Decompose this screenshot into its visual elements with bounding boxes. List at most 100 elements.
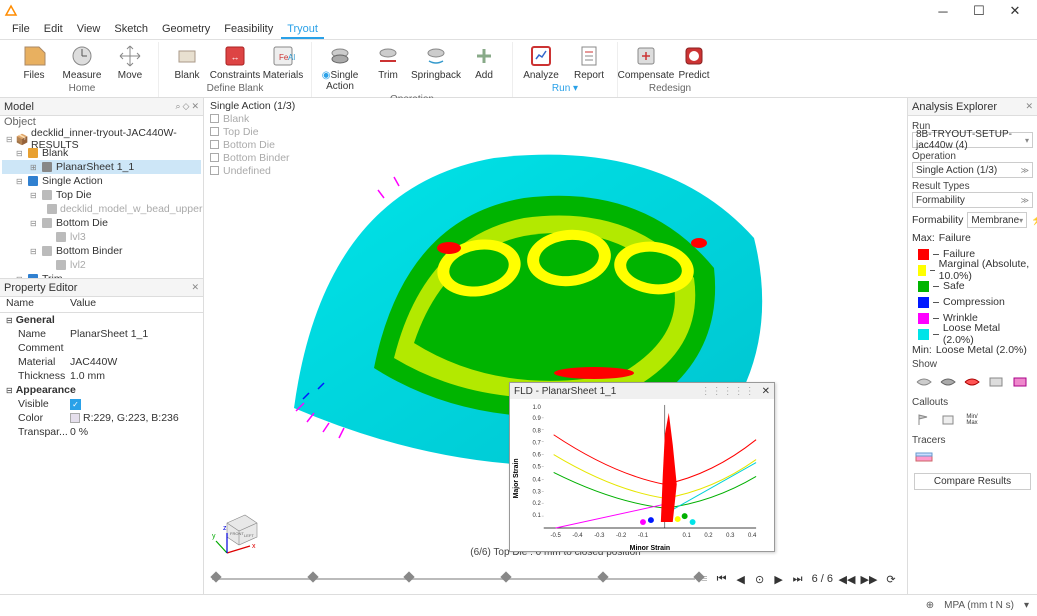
tree-node[interactable]: lvl2 bbox=[2, 258, 201, 272]
show-section-icon[interactable] bbox=[1010, 373, 1030, 391]
window-close-button[interactable]: ✕ bbox=[997, 0, 1033, 22]
move-icon bbox=[117, 43, 143, 69]
panel-options-icon[interactable]: ◇ bbox=[183, 101, 190, 112]
panel-close-icon[interactable]: ✕ bbox=[191, 101, 199, 112]
playback-faster-button[interactable]: ▶▶ bbox=[861, 571, 877, 587]
panel-close-icon[interactable]: ✕ bbox=[1025, 101, 1033, 112]
seek-keyframe[interactable] bbox=[597, 571, 608, 582]
fld-window[interactable]: FLD - PlanarSheet 1_1 ⋮⋮⋮⋮⋮ ✕ 0.10.20.3 bbox=[509, 382, 775, 552]
checkbox-icon[interactable] bbox=[210, 140, 219, 149]
playback-play-button[interactable]: ⊙ bbox=[752, 571, 768, 587]
tree-node[interactable]: ⊟Bottom Die bbox=[2, 216, 201, 230]
report-button[interactable]: Report bbox=[565, 42, 613, 82]
blank-label: Blank bbox=[174, 70, 199, 81]
move-button[interactable]: Move bbox=[106, 42, 154, 82]
tree-node[interactable]: ⊟Single Action bbox=[2, 174, 201, 188]
prop-row[interactable]: Comment bbox=[0, 341, 203, 355]
show-contour-icon[interactable] bbox=[938, 373, 958, 391]
callout-minmax-label[interactable]: Min/Max bbox=[962, 411, 982, 429]
seek-keyframe[interactable] bbox=[210, 571, 221, 582]
blank-button[interactable]: Blank bbox=[163, 42, 211, 82]
trim-icon bbox=[375, 43, 401, 69]
checkbox-icon[interactable] bbox=[210, 153, 219, 162]
property-editor-title: Property Editor bbox=[4, 282, 77, 294]
files-button[interactable]: Files bbox=[10, 42, 58, 82]
menu-geometry[interactable]: Geometry bbox=[156, 22, 216, 39]
tree-node[interactable]: lvl3 bbox=[2, 230, 201, 244]
formability-action-icon[interactable]: ⚡ bbox=[1031, 215, 1037, 226]
panel-search-icon[interactable]: ⌕ bbox=[175, 101, 180, 112]
predict-button[interactable]: Predict bbox=[670, 42, 718, 82]
seek-keyframe[interactable] bbox=[307, 571, 318, 582]
menu-edit[interactable]: Edit bbox=[38, 22, 69, 39]
checkbox-icon[interactable] bbox=[210, 114, 219, 123]
operation-select[interactable]: Single Action (1/3)≫ bbox=[912, 162, 1033, 178]
tree-node[interactable]: ⊟Bottom Binder bbox=[2, 244, 201, 258]
svg-text:0.6: 0.6 bbox=[532, 453, 541, 459]
prop-row[interactable]: Transpar...0 % bbox=[0, 425, 203, 439]
tracers-label: Tracers bbox=[912, 435, 1033, 446]
show-mesh-icon[interactable] bbox=[914, 373, 934, 391]
menu-sketch[interactable]: Sketch bbox=[108, 22, 154, 39]
compensate-button[interactable]: Compensate bbox=[622, 42, 670, 82]
prop-row[interactable]: MaterialJAC440W bbox=[0, 355, 203, 369]
playback-last-button[interactable]: ⏭ bbox=[790, 571, 806, 587]
playback-loop-button[interactable]: ⟳ bbox=[883, 571, 899, 587]
tree-node[interactable]: decklid_model_w_bead_upper bbox=[2, 202, 201, 216]
tree-root[interactable]: ⊟📦decklid_inner-tryout-JAC440W-RESULTS bbox=[2, 132, 201, 146]
prop-group-general[interactable]: General bbox=[0, 313, 203, 327]
tracer-icon[interactable] bbox=[914, 449, 934, 467]
window-minimize-button[interactable]: ─ bbox=[925, 0, 961, 22]
materials-button[interactable]: FeAlMaterials bbox=[259, 42, 307, 82]
tree-node[interactable]: ⊞PlanarSheet 1_1 bbox=[2, 160, 201, 174]
springback-button[interactable]: Springback bbox=[412, 42, 460, 93]
fld-grip-icon[interactable]: ⋮⋮⋮⋮⋮ bbox=[701, 386, 756, 397]
prop-row[interactable]: NamePlanarSheet 1_1 bbox=[0, 327, 203, 341]
run-select[interactable]: 8B-TRYOUT-SETUP-jac440w (4)▾ bbox=[912, 132, 1033, 148]
measure-button[interactable]: Measure bbox=[58, 42, 106, 82]
checkbox-icon[interactable]: ✓ bbox=[70, 399, 81, 410]
playback-next-button[interactable]: ▶ bbox=[771, 571, 787, 587]
status-snap-icon[interactable]: ⊕ bbox=[926, 600, 934, 611]
window-maximize-button[interactable]: ☐ bbox=[961, 0, 997, 22]
checkbox-icon[interactable] bbox=[210, 127, 219, 136]
playback-slower-button[interactable]: ◀◀ bbox=[839, 571, 855, 587]
fld-close-icon[interactable]: ✕ bbox=[762, 386, 770, 397]
single-action-button[interactable]: ◉Single Action bbox=[316, 42, 364, 93]
seek-keyframe[interactable] bbox=[500, 571, 511, 582]
status-dropdown-icon[interactable]: ▾ bbox=[1024, 600, 1029, 611]
view-triad-icon[interactable]: FRONT LEFT x y z bbox=[212, 508, 272, 568]
prop-row[interactable]: ColorR:229, G:223, B:236 bbox=[0, 411, 203, 425]
checklist-item[interactable]: Blank bbox=[210, 112, 295, 125]
analyze-button[interactable]: Analyze bbox=[517, 42, 565, 82]
callout-note-icon[interactable] bbox=[938, 411, 958, 429]
menu-file[interactable]: File bbox=[6, 22, 36, 39]
constraints-button[interactable]: ↔Constraints bbox=[211, 42, 259, 82]
playback-seek-track[interactable] bbox=[212, 576, 695, 582]
viewport-3d[interactable]: Single Action (1/3)BlankTop DieBottom Di… bbox=[204, 98, 907, 594]
compare-results-button[interactable]: Compare Results bbox=[914, 473, 1031, 490]
menu-feasibility[interactable]: Feasibility bbox=[218, 22, 279, 39]
tree-node[interactable]: ⊟Top Die bbox=[2, 188, 201, 202]
formability-mode-select[interactable]: Membrane▾ bbox=[967, 212, 1027, 228]
add-button[interactable]: Add bbox=[460, 42, 508, 93]
playback-first-button[interactable]: ⏮ bbox=[714, 571, 730, 587]
menu-view[interactable]: View bbox=[71, 22, 107, 39]
springback-icon bbox=[423, 43, 449, 69]
constraints-label: Constraints bbox=[210, 70, 261, 81]
prop-row[interactable]: Visible✓ bbox=[0, 397, 203, 411]
callout-flag-icon[interactable] bbox=[914, 411, 934, 429]
menu-tryout[interactable]: Tryout bbox=[281, 22, 324, 39]
show-plane-icon[interactable] bbox=[986, 373, 1006, 391]
checkbox-icon[interactable] bbox=[210, 166, 219, 175]
move-label: Move bbox=[118, 70, 142, 81]
seek-keyframe[interactable] bbox=[404, 571, 415, 582]
model-tree[interactable]: ⊟📦decklid_inner-tryout-JAC440W-RESULTS ⊟B… bbox=[0, 130, 203, 278]
show-wrinkle-icon[interactable] bbox=[962, 373, 982, 391]
prop-group-appearance[interactable]: Appearance bbox=[0, 383, 203, 397]
trim-button[interactable]: Trim bbox=[364, 42, 412, 93]
playback-prev-button[interactable]: ◀ bbox=[733, 571, 749, 587]
result-types-select[interactable]: Formability≫ bbox=[912, 192, 1033, 208]
prop-row[interactable]: Thickness1.0 mm bbox=[0, 369, 203, 383]
panel-close-icon[interactable]: ✕ bbox=[191, 282, 199, 293]
